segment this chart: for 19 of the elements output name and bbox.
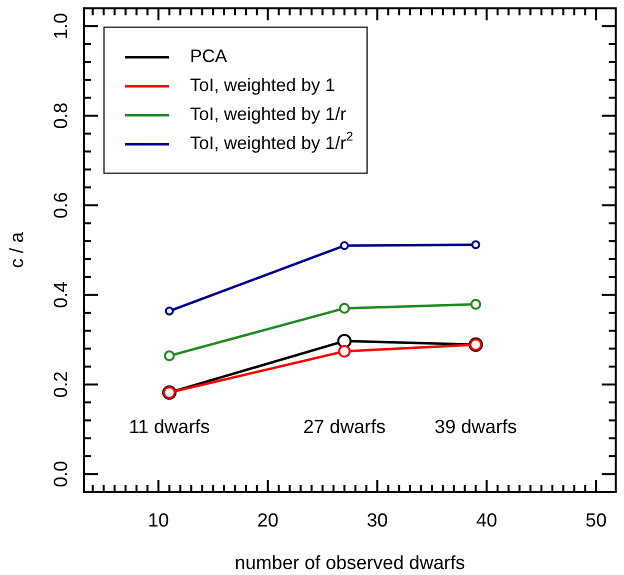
y-tick-label: 1.0: [51, 12, 72, 40]
legend-label: PCA: [190, 46, 228, 66]
annotation: 39 dwarfs: [434, 417, 517, 438]
y-tick-label: 0.0: [51, 460, 72, 488]
y-tick-label: 0.2: [51, 371, 72, 398]
x-tick-label: 20: [257, 510, 278, 532]
legend-label: ToI, weighted by 1: [190, 75, 336, 96]
x-tick-label: 30: [366, 510, 388, 532]
y-tick-label: 0.6: [51, 192, 72, 219]
x-axis-title: number of observed dwarfs: [234, 553, 466, 574]
x-tick-label: 50: [586, 510, 607, 532]
y-axis-title: c / a: [7, 232, 28, 268]
annotation: 27 dwarfs: [303, 417, 386, 438]
x-tick-label: 40: [476, 510, 498, 532]
legend-label: ToI, weighted by 1/r: [190, 104, 346, 124]
y-tick-label: 0.8: [51, 102, 72, 129]
annotation: 11 dwarfs: [128, 417, 210, 438]
x-tick-label: 10: [148, 510, 169, 532]
y-tick-label: 0.4: [51, 281, 72, 308]
